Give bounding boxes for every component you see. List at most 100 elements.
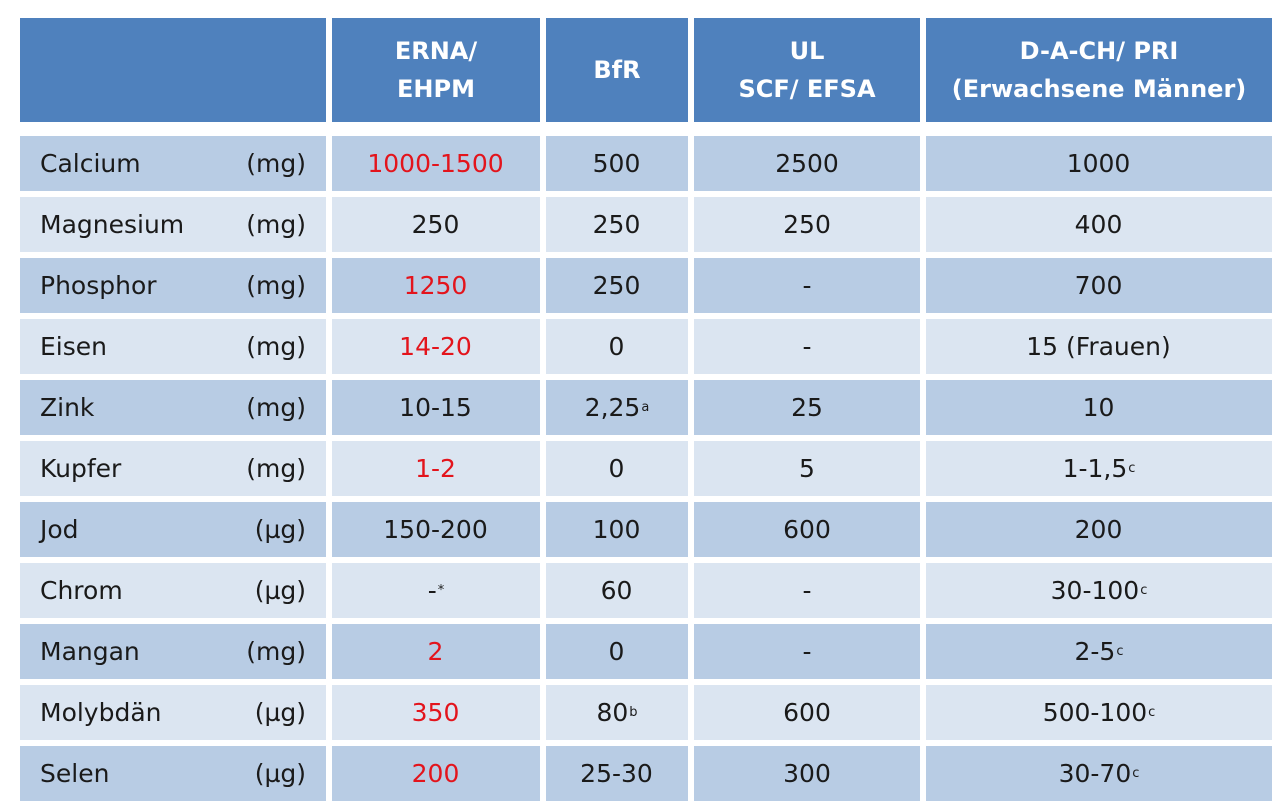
table-row: Mangan (mg) 2 0 - 2-5 c	[20, 624, 1272, 679]
bfr-cell: 100	[546, 502, 688, 557]
bfr-value: 250	[592, 210, 641, 239]
nutrient-cell: Molybdän (µg)	[20, 685, 326, 740]
ul-value: -	[802, 576, 812, 605]
erna-value: 1250	[403, 271, 468, 300]
erna-value: 2	[427, 637, 444, 666]
dach-footnote: c	[1132, 766, 1140, 781]
dach-cell: 30-70 c	[926, 746, 1272, 801]
header-cell-erna: ERNA/ EHPM	[332, 18, 540, 122]
nutrient-name: Eisen	[40, 332, 107, 361]
dach-value: 15 (Frauen)	[1026, 332, 1171, 361]
dach-footnote: c	[1128, 461, 1136, 476]
nutrient-name: Calcium	[40, 149, 141, 178]
nutrient-unit: (mg)	[246, 149, 306, 178]
ul-value: -	[802, 332, 812, 361]
nutrient-unit: (mg)	[246, 454, 306, 483]
dach-cell: 15 (Frauen)	[926, 319, 1272, 374]
nutrient-unit: (mg)	[246, 210, 306, 239]
header-cell-empty	[20, 18, 326, 122]
bfr-footnote: b	[629, 705, 638, 720]
ul-cell: -	[694, 258, 920, 313]
nutrient-name: Molybdän	[40, 698, 162, 727]
dach-cell: 400	[926, 197, 1272, 252]
dach-value: 500-100	[1042, 698, 1148, 727]
ul-value: -	[802, 271, 812, 300]
ul-cell: 5	[694, 441, 920, 496]
table-row: Calcium (mg) 1000-1500 500 2500 1000	[20, 136, 1272, 191]
erna-value: 1-2	[415, 454, 456, 483]
nutrient-name: Mangan	[40, 637, 140, 666]
nutrient-cell: Mangan (mg)	[20, 624, 326, 679]
nutrient-name: Magnesium	[40, 210, 185, 239]
erna-cell: 350	[332, 685, 540, 740]
erna-cell: 14-20	[332, 319, 540, 374]
nutrient-unit: (µg)	[254, 576, 306, 605]
table-row: Selen (µg) 200 25-30 300 30-70 c	[20, 746, 1272, 801]
ul-cell: 25	[694, 380, 920, 435]
table-header-row: ERNA/ EHPM BfR UL SCF/ EFSA D-A-CH/ PRI …	[20, 18, 1272, 122]
bfr-value: 25-30	[580, 759, 653, 788]
dach-value: 1000	[1066, 149, 1131, 178]
ul-cell: 600	[694, 685, 920, 740]
bfr-value: 500	[592, 149, 641, 178]
bfr-cell: 2,25 a	[546, 380, 688, 435]
dach-cell: 500-100 c	[926, 685, 1272, 740]
erna-cell: 1000-1500	[332, 136, 540, 191]
dach-cell: 200	[926, 502, 1272, 557]
table-row: Molybdän (µg) 350 80 b 600 500-100 c	[20, 685, 1272, 740]
ul-value: 600	[783, 698, 831, 727]
nutrient-name: Phosphor	[40, 271, 157, 300]
erna-cell: 150-200	[332, 502, 540, 557]
ul-cell: 2500	[694, 136, 920, 191]
bfr-value: 0	[608, 637, 625, 666]
bfr-cell: 0	[546, 624, 688, 679]
bfr-cell: 500	[546, 136, 688, 191]
bfr-cell: 0	[546, 319, 688, 374]
bfr-cell: 250	[546, 197, 688, 252]
table-row: Kupfer (mg) 1-2 0 5 1-1,5 c	[20, 441, 1272, 496]
table-row: Chrom (µg) - * 60 - 30-100 c	[20, 563, 1272, 618]
ul-cell: 300	[694, 746, 920, 801]
nutrient-unit: (mg)	[246, 271, 306, 300]
ul-value: 25	[791, 393, 823, 422]
dach-value: 200	[1074, 515, 1123, 544]
dach-value: 30-70	[1058, 759, 1132, 788]
bfr-cell: 250	[546, 258, 688, 313]
erna-value: 10-15	[399, 393, 472, 422]
nutrient-cell: Calcium (mg)	[20, 136, 326, 191]
erna-value: 1000-1500	[367, 149, 504, 178]
ul-cell: 250	[694, 197, 920, 252]
nutrient-unit: (µg)	[254, 759, 306, 788]
dach-footnote: c	[1116, 644, 1124, 659]
dach-value: 10	[1082, 393, 1115, 422]
ul-value: 600	[783, 515, 831, 544]
nutrient-name: Zink	[40, 393, 95, 422]
ul-cell: -	[694, 319, 920, 374]
erna-value: 200	[411, 759, 460, 788]
ul-value: 300	[783, 759, 831, 788]
bfr-cell: 25-30	[546, 746, 688, 801]
bfr-value: 100	[592, 515, 641, 544]
dach-value: 2-5	[1074, 637, 1116, 666]
nutrient-unit: (mg)	[246, 393, 306, 422]
dach-cell: 1000	[926, 136, 1272, 191]
header-cell-dach: D-A-CH/ PRI (Erwachsene Männer)	[926, 18, 1272, 122]
nutrient-unit: (µg)	[254, 698, 306, 727]
nutrient-cell: Chrom (µg)	[20, 563, 326, 618]
bfr-value: 250	[592, 271, 641, 300]
nutrient-name: Chrom	[40, 576, 123, 605]
erna-cell: 1-2	[332, 441, 540, 496]
nutrient-unit: (µg)	[254, 515, 306, 544]
nutrient-cell: Zink (mg)	[20, 380, 326, 435]
nutrient-name: Kupfer	[40, 454, 122, 483]
erna-cell: 1250	[332, 258, 540, 313]
erna-cell: 2	[332, 624, 540, 679]
ul-value: 5	[799, 454, 815, 483]
nutrient-unit: (mg)	[246, 637, 306, 666]
bfr-value: 60	[600, 576, 633, 605]
nutrient-unit: (mg)	[246, 332, 306, 361]
bfr-cell: 80 b	[546, 685, 688, 740]
dach-footnote: c	[1148, 705, 1156, 720]
ul-value: -	[802, 637, 812, 666]
erna-value: 150-200	[383, 515, 488, 544]
